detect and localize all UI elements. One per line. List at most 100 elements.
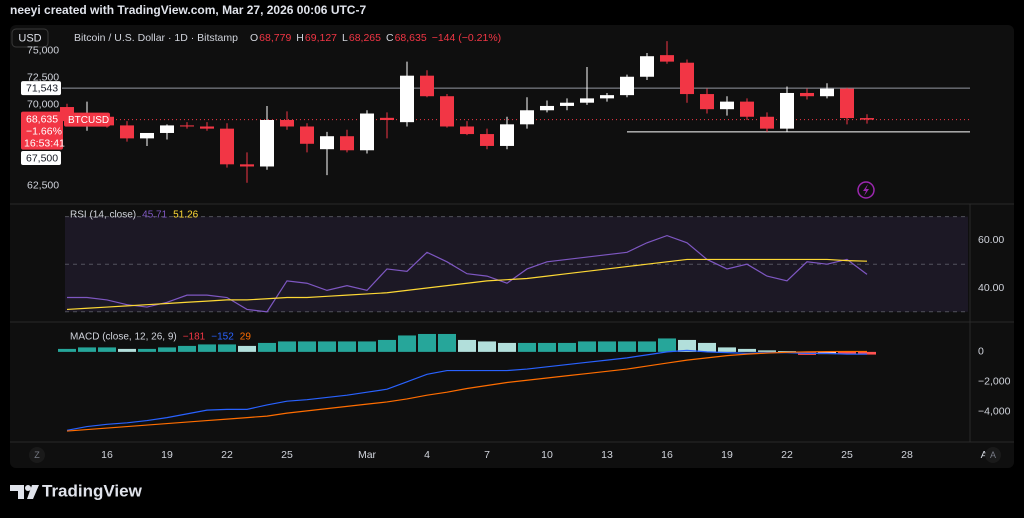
histogram-bar xyxy=(518,342,536,352)
candle-body xyxy=(320,136,334,150)
candle-body xyxy=(180,125,194,127)
histogram-bar xyxy=(158,347,176,352)
candle-body xyxy=(480,134,494,146)
histogram-bar xyxy=(218,344,236,352)
indicator-legend-name: RSI (14, close) xyxy=(70,210,136,221)
hline-label-box xyxy=(21,81,61,96)
candle-body xyxy=(720,101,734,110)
candle-body xyxy=(820,88,834,97)
candle-body xyxy=(800,92,814,97)
brand-logo xyxy=(10,485,39,499)
candle-body xyxy=(560,102,574,106)
hline-label: 71,543 xyxy=(26,82,58,94)
currency-label[interactable]: USD xyxy=(18,32,41,44)
x-tick-label: 16 xyxy=(101,449,113,461)
candle-body xyxy=(600,95,614,99)
x-tick-label: 16 xyxy=(661,449,673,461)
x-tick-label: 13 xyxy=(601,449,613,461)
candle-body xyxy=(500,124,514,146)
indicator-legend-value: −181 xyxy=(183,332,206,343)
candle-body xyxy=(360,113,374,151)
candle-body xyxy=(680,62,694,95)
logo-mark xyxy=(25,485,31,491)
last-change-label: −1.66% xyxy=(26,125,62,137)
indicator-legend-name: MACD (close, 12, 26, 9) xyxy=(70,332,177,343)
histogram-bar xyxy=(58,348,76,352)
histogram-bar xyxy=(258,342,276,352)
candle-body xyxy=(420,75,434,97)
histogram-bar xyxy=(298,341,316,352)
histogram-bar xyxy=(858,351,876,355)
left-button-label[interactable]: Z xyxy=(34,450,40,460)
x-tick-label: 28 xyxy=(901,449,913,461)
histogram-bar xyxy=(238,345,256,352)
ohlc-legend: O 68,779 H 69,127 L 68,265 C 68,635 −144 (−0.21%… xyxy=(250,32,501,44)
candle-body xyxy=(440,96,454,127)
candle-body xyxy=(760,116,774,129)
histogram-bar xyxy=(198,344,216,352)
histogram-bar xyxy=(478,341,496,352)
histogram-bar xyxy=(138,348,156,352)
histogram-bar xyxy=(758,350,776,352)
hline-label: 67,500 xyxy=(26,152,58,164)
right-button-label[interactable]: A xyxy=(990,450,996,460)
histogram-bar xyxy=(458,339,476,352)
x-tick-label: 4 xyxy=(424,449,430,461)
histogram-bar xyxy=(438,333,456,352)
left-button[interactable] xyxy=(29,447,45,463)
histogram-bar xyxy=(638,341,656,352)
candle-body xyxy=(540,105,554,111)
logo-mark xyxy=(10,485,24,499)
histogram-bar xyxy=(398,335,416,352)
histogram-bar xyxy=(678,339,696,352)
panes: 62,500 70,000 72,500 75,000 71,543 67,500 68,6… xyxy=(21,41,1011,461)
histogram-bar xyxy=(318,341,336,352)
header-title: neeyi created with TradingView.com, Mar … xyxy=(10,3,366,17)
candle-body xyxy=(380,117,394,120)
alert-icon[interactable] xyxy=(857,181,875,199)
x-tick-label: 22 xyxy=(781,449,793,461)
alert-circle[interactable] xyxy=(857,181,875,199)
x-tick-label: 22 xyxy=(221,449,233,461)
x-tick-label: 19 xyxy=(161,449,173,461)
last-price-label: 68,635 xyxy=(26,113,58,125)
candle-body xyxy=(620,76,634,96)
indicator-legend-value: 45.71 xyxy=(142,210,167,221)
x-tick-label: 19 xyxy=(721,449,733,461)
y-tick-label: 40.00 xyxy=(978,282,1004,294)
candle-body xyxy=(400,75,414,123)
ohlc-value: 68,265 xyxy=(349,32,381,44)
histogram-bar xyxy=(838,351,856,355)
currency-button[interactable] xyxy=(11,28,49,48)
x-tick-label: 25 xyxy=(841,449,853,461)
candle-body xyxy=(780,92,794,129)
candle-body xyxy=(300,126,314,144)
x-tick-label: 10 xyxy=(541,449,553,461)
y-tick-label: −2,000 xyxy=(978,376,1011,388)
histogram-bar xyxy=(618,341,636,352)
ohlc-value: 69,127 xyxy=(305,32,337,44)
ohlc-value: 68,779 xyxy=(259,32,291,44)
right-button[interactable] xyxy=(985,447,1001,463)
x-tick-label: 25 xyxy=(281,449,293,461)
candle-body xyxy=(740,101,754,117)
histogram-bar xyxy=(658,338,676,352)
indicator-line xyxy=(66,350,868,432)
histogram-bar xyxy=(118,348,136,352)
price-tick-label: 72,500 xyxy=(27,72,59,84)
histogram-bar xyxy=(178,345,196,352)
candle-body xyxy=(460,126,474,135)
y-tick-label: −4,000 xyxy=(978,405,1011,417)
symbol-tag xyxy=(64,112,110,127)
price-tick-label: 75,000 xyxy=(27,45,59,57)
candle-body xyxy=(840,88,854,119)
x-tick-label: 7 xyxy=(484,449,490,461)
y-tick-label: 60.00 xyxy=(978,234,1004,246)
candle-body xyxy=(660,55,674,62)
candle-body xyxy=(520,110,534,125)
ohlc-key: H xyxy=(296,32,304,44)
ohlc-key: O xyxy=(250,32,258,44)
alert-bolt[interactable] xyxy=(863,184,869,196)
indicator-line xyxy=(66,349,868,431)
